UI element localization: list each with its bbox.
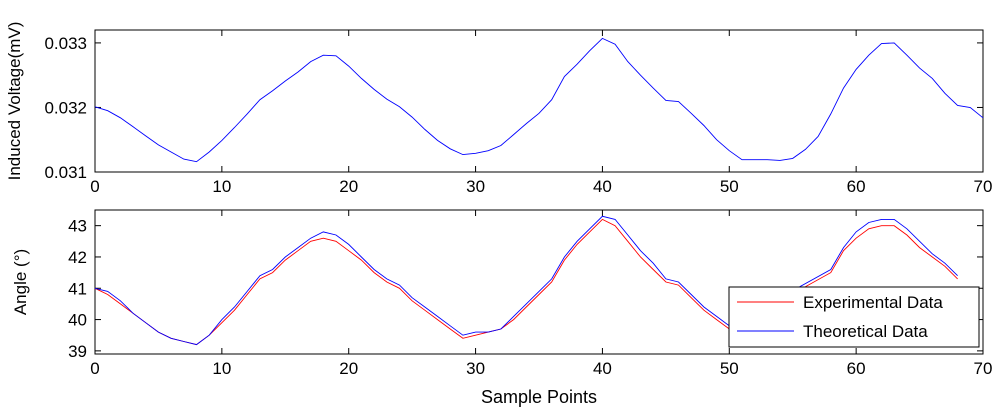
x-tick-label: 10 — [212, 177, 231, 196]
x-tick-label: 30 — [466, 359, 485, 378]
series-line-1 — [94, 215, 958, 346]
voltage-plot: 0 10 20 30 40 50 60 70 0.031 0.032 0.033 Induced Vo… — [5, 22, 992, 196]
x-tick-label: 50 — [720, 177, 739, 196]
x-tick-label: 0 — [90, 359, 99, 378]
x-tick-label: 0 — [90, 177, 99, 196]
x-tick-label: 40 — [593, 177, 612, 196]
x-tick-label: 30 — [466, 177, 485, 196]
x-tick-label: 60 — [847, 359, 866, 378]
y-tick-label: 0.032 — [44, 98, 87, 117]
y-axis-label: Induced Voltage(mV) — [5, 22, 24, 181]
angle-plot: 0 10 20 30 40 50 60 70 39 40 41 42 43 Angle (°) Sample… — [11, 209, 993, 407]
x-tick-label: 60 — [847, 177, 866, 196]
legend-label-0: Experimental Data — [803, 293, 943, 312]
y-tick-label: 0.033 — [44, 34, 87, 53]
y-tick-label: 39 — [68, 342, 87, 361]
x-axis-label: Sample Points — [481, 387, 597, 407]
x-tick-label: 10 — [212, 359, 231, 378]
y-axis-label: Angle (°) — [11, 249, 30, 315]
x-tick-label: 70 — [974, 359, 993, 378]
legend-label-1: Theoretical Data — [803, 322, 928, 341]
plot-area — [94, 29, 984, 173]
y-tick-label: 42 — [68, 248, 87, 267]
y-tick-label: 41 — [68, 279, 87, 298]
series-line-0 — [94, 37, 984, 163]
x-tick-label: 20 — [339, 359, 358, 378]
x-tick-label: 20 — [339, 177, 358, 196]
legend-box — [728, 286, 980, 348]
y-tick-label: 0.031 — [44, 163, 87, 182]
x-tick-label: 70 — [974, 177, 993, 196]
y-tick-label: 40 — [68, 311, 87, 330]
series-line-0 — [94, 218, 958, 346]
y-tick-label: 43 — [68, 217, 87, 236]
x-tick-label: 50 — [720, 359, 739, 378]
x-tick-label: 40 — [593, 359, 612, 378]
